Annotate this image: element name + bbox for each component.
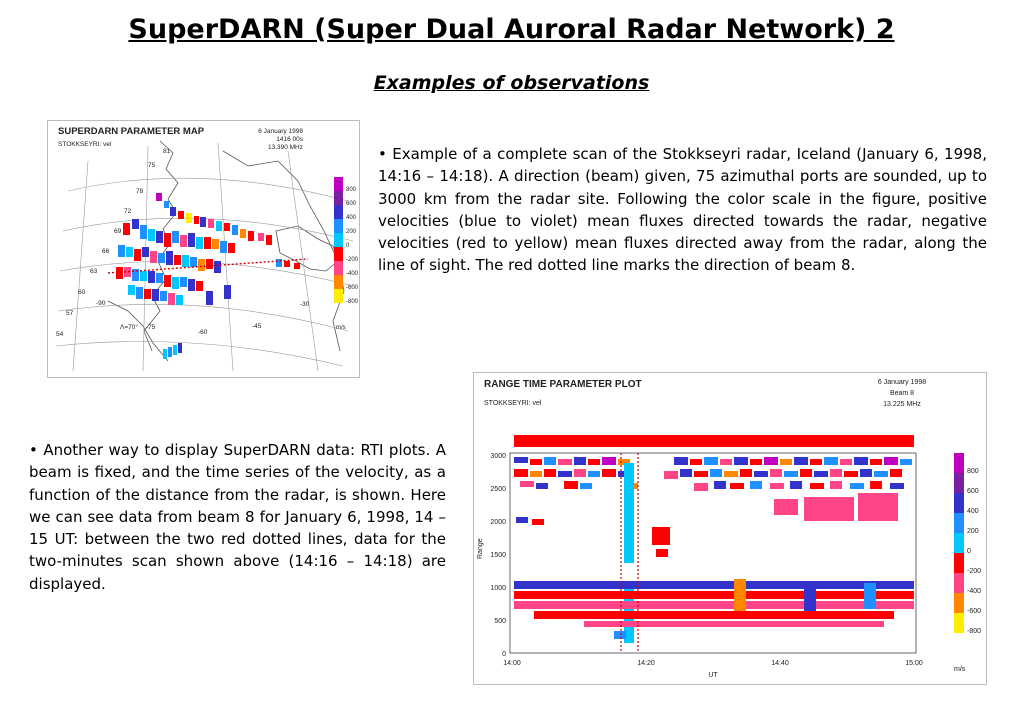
paragraph-scan-description: • Example of a complete scan of the Stok…	[378, 145, 987, 275]
rti-y-tick: 500	[494, 618, 506, 625]
lat-label: 69	[114, 228, 122, 235]
lat-label: 60	[78, 289, 86, 296]
rti-scale-tick: 600	[967, 488, 979, 495]
parameter-map-figure: SUPERDARN PARAMETER MAP STOKKSEYRI: vel …	[47, 120, 360, 378]
map-freq: 13.390 MHz	[268, 144, 303, 151]
rti-scale-tick: 800	[967, 468, 979, 475]
rti-beam: Beam 8	[890, 390, 914, 397]
rti-x-tick: 14:40	[771, 660, 789, 667]
rti-x-ticks: 14:00 14:20 14:40 15:00	[503, 660, 923, 667]
rti-scale-tick: -400	[967, 588, 981, 595]
rti-top-bar	[514, 435, 914, 447]
map-station: STOKKSEYRI: vel	[58, 141, 112, 148]
rti-scale-tick: -600	[967, 608, 981, 615]
map-grid	[55, 142, 354, 372]
map-time: 1416 00s	[276, 136, 303, 143]
rti-scale-unit: m/s	[954, 666, 966, 673]
lon-label: -60	[198, 329, 208, 336]
rti-y-tick: 2500	[490, 486, 506, 493]
rti-y-tick: 1000	[490, 585, 506, 592]
map-scale-tick: 600	[346, 201, 357, 207]
map-scale-tick: 0	[346, 243, 350, 249]
lat-label: 66	[102, 248, 110, 255]
beam8-dotted-line	[107, 258, 309, 274]
rti-ylabel: Range	[477, 538, 484, 559]
map-scale-tick: 400	[346, 215, 357, 221]
lambda-label: Λ=70°	[120, 323, 138, 331]
map-scale-tick: -200	[346, 257, 359, 263]
map-lon-labels: -90 -75 -60 -45 -30 Λ=70°	[96, 300, 310, 336]
rti-scale-ticks: 800 600 400 200 0 -200 -400 -600 -800 m/…	[954, 468, 981, 673]
lat-label: 57	[66, 310, 74, 317]
rti-y-tick: 0	[502, 651, 506, 658]
lon-label: -45	[252, 323, 262, 330]
rti-y-ticks: 3000 2500 2000 1500 1000 500 0	[490, 453, 506, 658]
rti-date: 6 January 1998	[878, 379, 926, 386]
rti-plot-figure: RANGE TIME PARAMETER PLOT STOKKSEYRI: ve…	[473, 372, 987, 685]
rti-y-tick: 2000	[490, 519, 506, 526]
map-title: SUPERDARN PARAMETER MAP	[58, 126, 205, 137]
lat-label: 54	[56, 331, 64, 338]
rti-scale-tick: 200	[967, 528, 979, 535]
rti-title: RANGE TIME PARAMETER PLOT	[484, 379, 642, 390]
rti-xlabel: UT	[708, 672, 718, 679]
lat-label: 78	[136, 188, 144, 195]
rti-scale-tick: -800	[967, 628, 981, 635]
map-scale-tick: -600	[346, 285, 359, 291]
rti-x-tick: 14:00	[503, 660, 521, 667]
rti-plot-svg: RANGE TIME PARAMETER PLOT STOKKSEYRI: ve…	[477, 379, 981, 679]
map-scale-tick: 200	[346, 229, 357, 235]
map-color-scale	[334, 177, 343, 303]
rti-color-scale	[954, 453, 964, 633]
map-data-cells	[116, 193, 300, 359]
parameter-map-svg: SUPERDARN PARAMETER MAP STOKKSEYRI: vel …	[55, 126, 359, 372]
map-scale-ticks: 800 600 400 200 0 -200 -400 -600 -800 m/…	[336, 187, 359, 331]
rti-data-cells	[514, 457, 914, 643]
map-scale-unit: m/s	[336, 325, 346, 331]
rti-freq: 13.225 MHz	[883, 401, 921, 408]
rti-scale-tick: -200	[967, 568, 981, 575]
rti-scale-tick: 0	[967, 548, 971, 555]
map-scale-tick: -800	[346, 299, 359, 305]
map-scale-tick: 800	[346, 187, 357, 193]
rti-scale-tick: 400	[967, 508, 979, 515]
rti-x-tick: 14:20	[637, 660, 655, 667]
lat-label: 75	[148, 162, 156, 169]
map-lat-labels: 81 75 78 72 69 66 63 60 57 54	[56, 148, 171, 338]
map-scale-tick: -400	[346, 271, 359, 277]
paragraph-rti-description: • Another way to display SuperDARN data:…	[29, 441, 446, 593]
lon-label: -30	[300, 301, 310, 308]
page-subtitle: Examples of observations	[373, 72, 650, 94]
rti-station: STOKKSEYRI: vel	[484, 400, 542, 407]
rti-plot-frame	[509, 452, 917, 654]
lat-label: 72	[124, 208, 132, 215]
page-title: SuperDARN (Super Dual Auroral Radar Netw…	[128, 14, 895, 45]
rti-x-tick: 15:00	[905, 660, 923, 667]
lat-label: 81	[163, 148, 171, 155]
lon-label: -75	[146, 324, 156, 331]
lat-label: 63	[90, 268, 98, 275]
rti-y-tick: 1500	[490, 552, 506, 559]
map-date: 6 January 1998	[258, 128, 303, 135]
lon-label: -90	[96, 300, 106, 307]
rti-y-tick: 3000	[490, 453, 506, 460]
